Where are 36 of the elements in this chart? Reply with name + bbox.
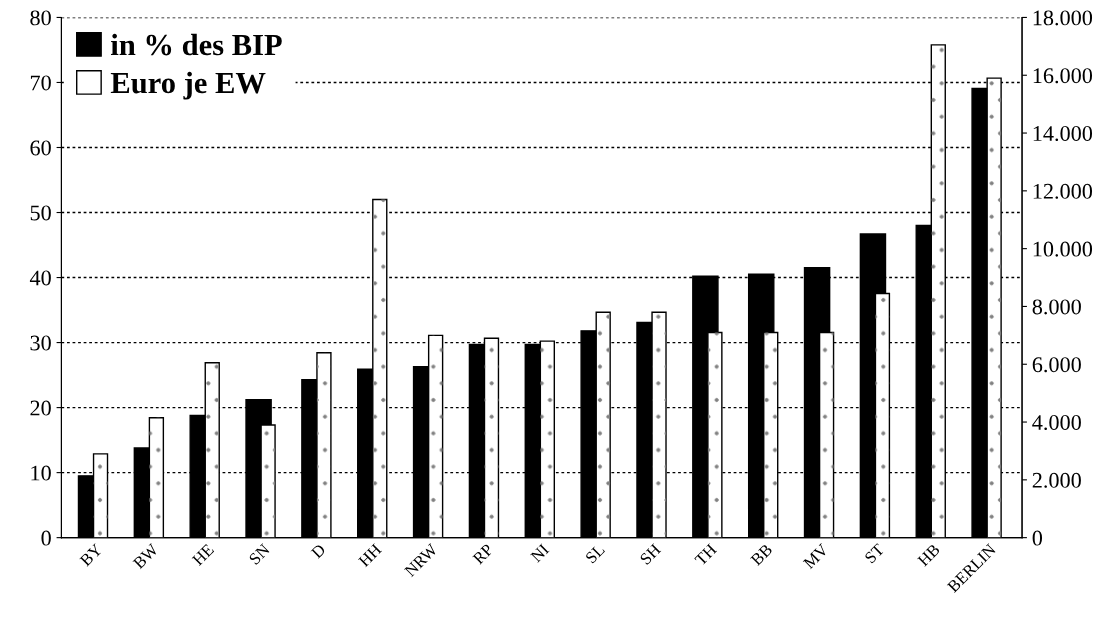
y-tick-label: 70	[30, 75, 51, 91]
x-tick-label: ST	[864, 543, 885, 564]
legend-label: in % des BIP	[111, 33, 282, 56]
x-tick-label: SH	[639, 543, 662, 566]
x-tick-label: SL	[585, 543, 606, 564]
x-tick-label: D	[310, 543, 327, 559]
y2-tick-label: 12.000	[1033, 183, 1093, 199]
x-tick-label: NI	[530, 543, 550, 563]
x-tick-label: TH	[694, 543, 718, 567]
x-tick-label: MV	[802, 543, 830, 570]
y2-tick-label: 0	[1032, 530, 1043, 546]
y-tick-label: 10	[31, 465, 51, 481]
x-tick-label: HB	[917, 543, 941, 567]
y2-tick-label: 6.000	[1032, 357, 1081, 373]
x-tick-label: HH	[357, 543, 383, 568]
x-tick-label: BW	[132, 542, 160, 570]
y-tick-label: 60	[30, 140, 51, 156]
x-tick-label: HE	[191, 543, 215, 567]
y2-tick-label: 2.000	[1032, 472, 1081, 488]
legend-label: Euro je EW	[110, 71, 266, 100]
y-tick-label: 20	[30, 400, 51, 416]
y-tick-label: 50	[30, 205, 51, 221]
y2-tick-label: 14.000	[1033, 125, 1093, 142]
y2-tick-label: 16.000	[1033, 68, 1093, 84]
y2-tick-label: 18.000	[1033, 10, 1093, 26]
x-tick-label: RP	[472, 543, 494, 565]
y2-tick-label: 4.000	[1032, 414, 1081, 431]
y2-tick-label: 8.000	[1032, 299, 1081, 315]
y-tick-label: 80	[30, 10, 51, 26]
x-tick-label: BY	[79, 543, 103, 567]
y2-tick-label: 10.000	[1033, 241, 1093, 257]
x-tick-label: BB	[750, 543, 773, 567]
y-tick-label: 40	[29, 270, 51, 286]
x-tick-label: SN	[248, 543, 271, 566]
y-tick-label: 0	[41, 530, 51, 546]
y-tick-label: 30	[30, 335, 51, 351]
